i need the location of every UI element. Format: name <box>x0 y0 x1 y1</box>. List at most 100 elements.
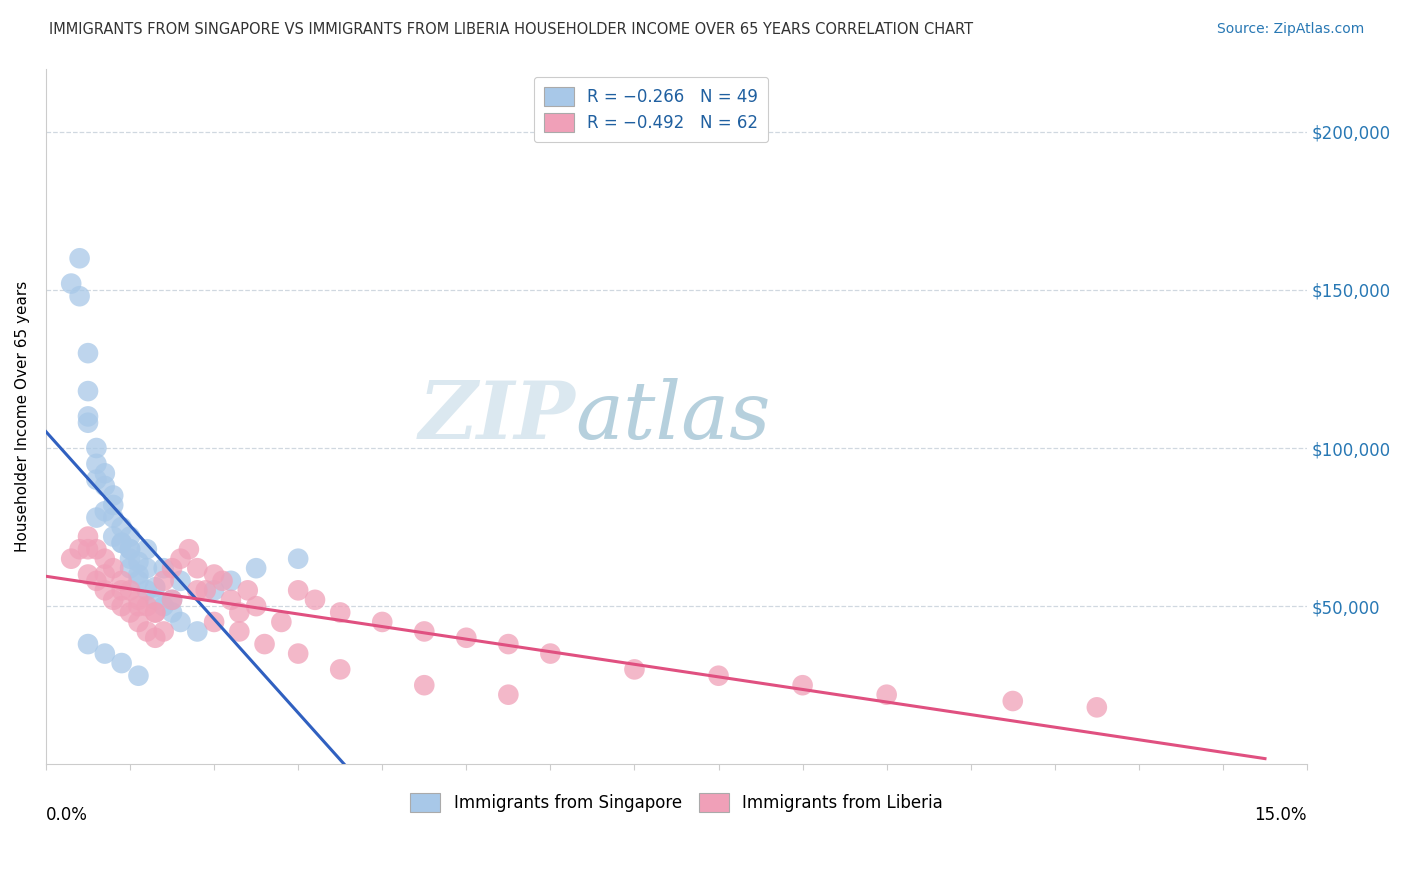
Point <box>413 624 436 639</box>
Point <box>194 583 217 598</box>
Point <box>135 624 157 639</box>
Point <box>186 624 208 639</box>
Point <box>876 688 898 702</box>
Point <box>77 409 100 424</box>
Point <box>111 656 134 670</box>
Point <box>177 542 200 557</box>
Point <box>160 606 183 620</box>
Point <box>127 574 149 588</box>
Point <box>169 551 191 566</box>
Point <box>329 662 352 676</box>
Point <box>135 583 157 598</box>
Point <box>60 277 83 291</box>
Point <box>103 592 125 607</box>
Point <box>127 555 149 569</box>
Point <box>69 252 91 266</box>
Point <box>111 536 134 550</box>
Point <box>127 599 149 614</box>
Point <box>152 624 174 639</box>
Point <box>287 551 309 566</box>
Point <box>143 606 166 620</box>
Point <box>77 542 100 557</box>
Point <box>77 530 100 544</box>
Point <box>135 542 157 557</box>
Point <box>94 504 117 518</box>
Point <box>287 583 309 598</box>
Point <box>111 574 134 588</box>
Point <box>202 615 225 629</box>
Point <box>287 647 309 661</box>
Point <box>1001 694 1024 708</box>
Point <box>103 488 125 502</box>
Point <box>143 592 166 607</box>
Point <box>371 615 394 629</box>
Point <box>456 631 478 645</box>
Point <box>86 441 108 455</box>
Point <box>498 688 520 702</box>
Text: ZIP: ZIP <box>419 377 575 455</box>
Point <box>143 580 166 594</box>
Point <box>69 542 91 557</box>
Point <box>111 583 134 598</box>
Point <box>111 599 134 614</box>
Point <box>86 457 108 471</box>
Point <box>236 583 259 598</box>
Point <box>103 498 125 512</box>
Point <box>329 606 352 620</box>
Point <box>792 678 814 692</box>
Point <box>118 542 141 557</box>
Point <box>111 520 134 534</box>
Point <box>143 631 166 645</box>
Point <box>103 561 125 575</box>
Point <box>169 574 191 588</box>
Point <box>77 346 100 360</box>
Point <box>94 583 117 598</box>
Legend: Immigrants from Singapore, Immigrants from Liberia: Immigrants from Singapore, Immigrants fr… <box>404 786 949 819</box>
Point <box>135 599 157 614</box>
Point <box>211 574 233 588</box>
Point <box>94 647 117 661</box>
Point <box>94 567 117 582</box>
Point <box>103 530 125 544</box>
Text: 0.0%: 0.0% <box>46 806 87 824</box>
Point <box>77 384 100 398</box>
Point <box>127 669 149 683</box>
Point <box>118 561 141 575</box>
Point <box>186 583 208 598</box>
Point <box>86 510 108 524</box>
Point <box>707 669 730 683</box>
Point <box>623 662 645 676</box>
Point <box>152 561 174 575</box>
Point <box>77 416 100 430</box>
Y-axis label: Householder Income Over 65 years: Householder Income Over 65 years <box>15 281 30 552</box>
Point <box>77 567 100 582</box>
Point <box>127 592 149 607</box>
Point <box>169 615 191 629</box>
Point <box>245 561 267 575</box>
Point <box>202 583 225 598</box>
Point <box>86 473 108 487</box>
Point <box>118 530 141 544</box>
Point <box>94 551 117 566</box>
Point <box>152 599 174 614</box>
Point <box>219 592 242 607</box>
Point <box>270 615 292 629</box>
Point <box>143 606 166 620</box>
Point <box>498 637 520 651</box>
Text: atlas: atlas <box>575 377 770 455</box>
Point <box>77 637 100 651</box>
Point <box>219 574 242 588</box>
Point <box>118 542 141 557</box>
Point <box>111 536 134 550</box>
Point <box>103 510 125 524</box>
Point <box>413 678 436 692</box>
Point <box>160 592 183 607</box>
Point <box>118 606 141 620</box>
Point <box>118 551 141 566</box>
Point <box>160 561 183 575</box>
Point <box>245 599 267 614</box>
Point <box>60 551 83 566</box>
Text: IMMIGRANTS FROM SINGAPORE VS IMMIGRANTS FROM LIBERIA HOUSEHOLDER INCOME OVER 65 : IMMIGRANTS FROM SINGAPORE VS IMMIGRANTS … <box>49 22 973 37</box>
Point <box>228 606 250 620</box>
Text: 15.0%: 15.0% <box>1254 806 1308 824</box>
